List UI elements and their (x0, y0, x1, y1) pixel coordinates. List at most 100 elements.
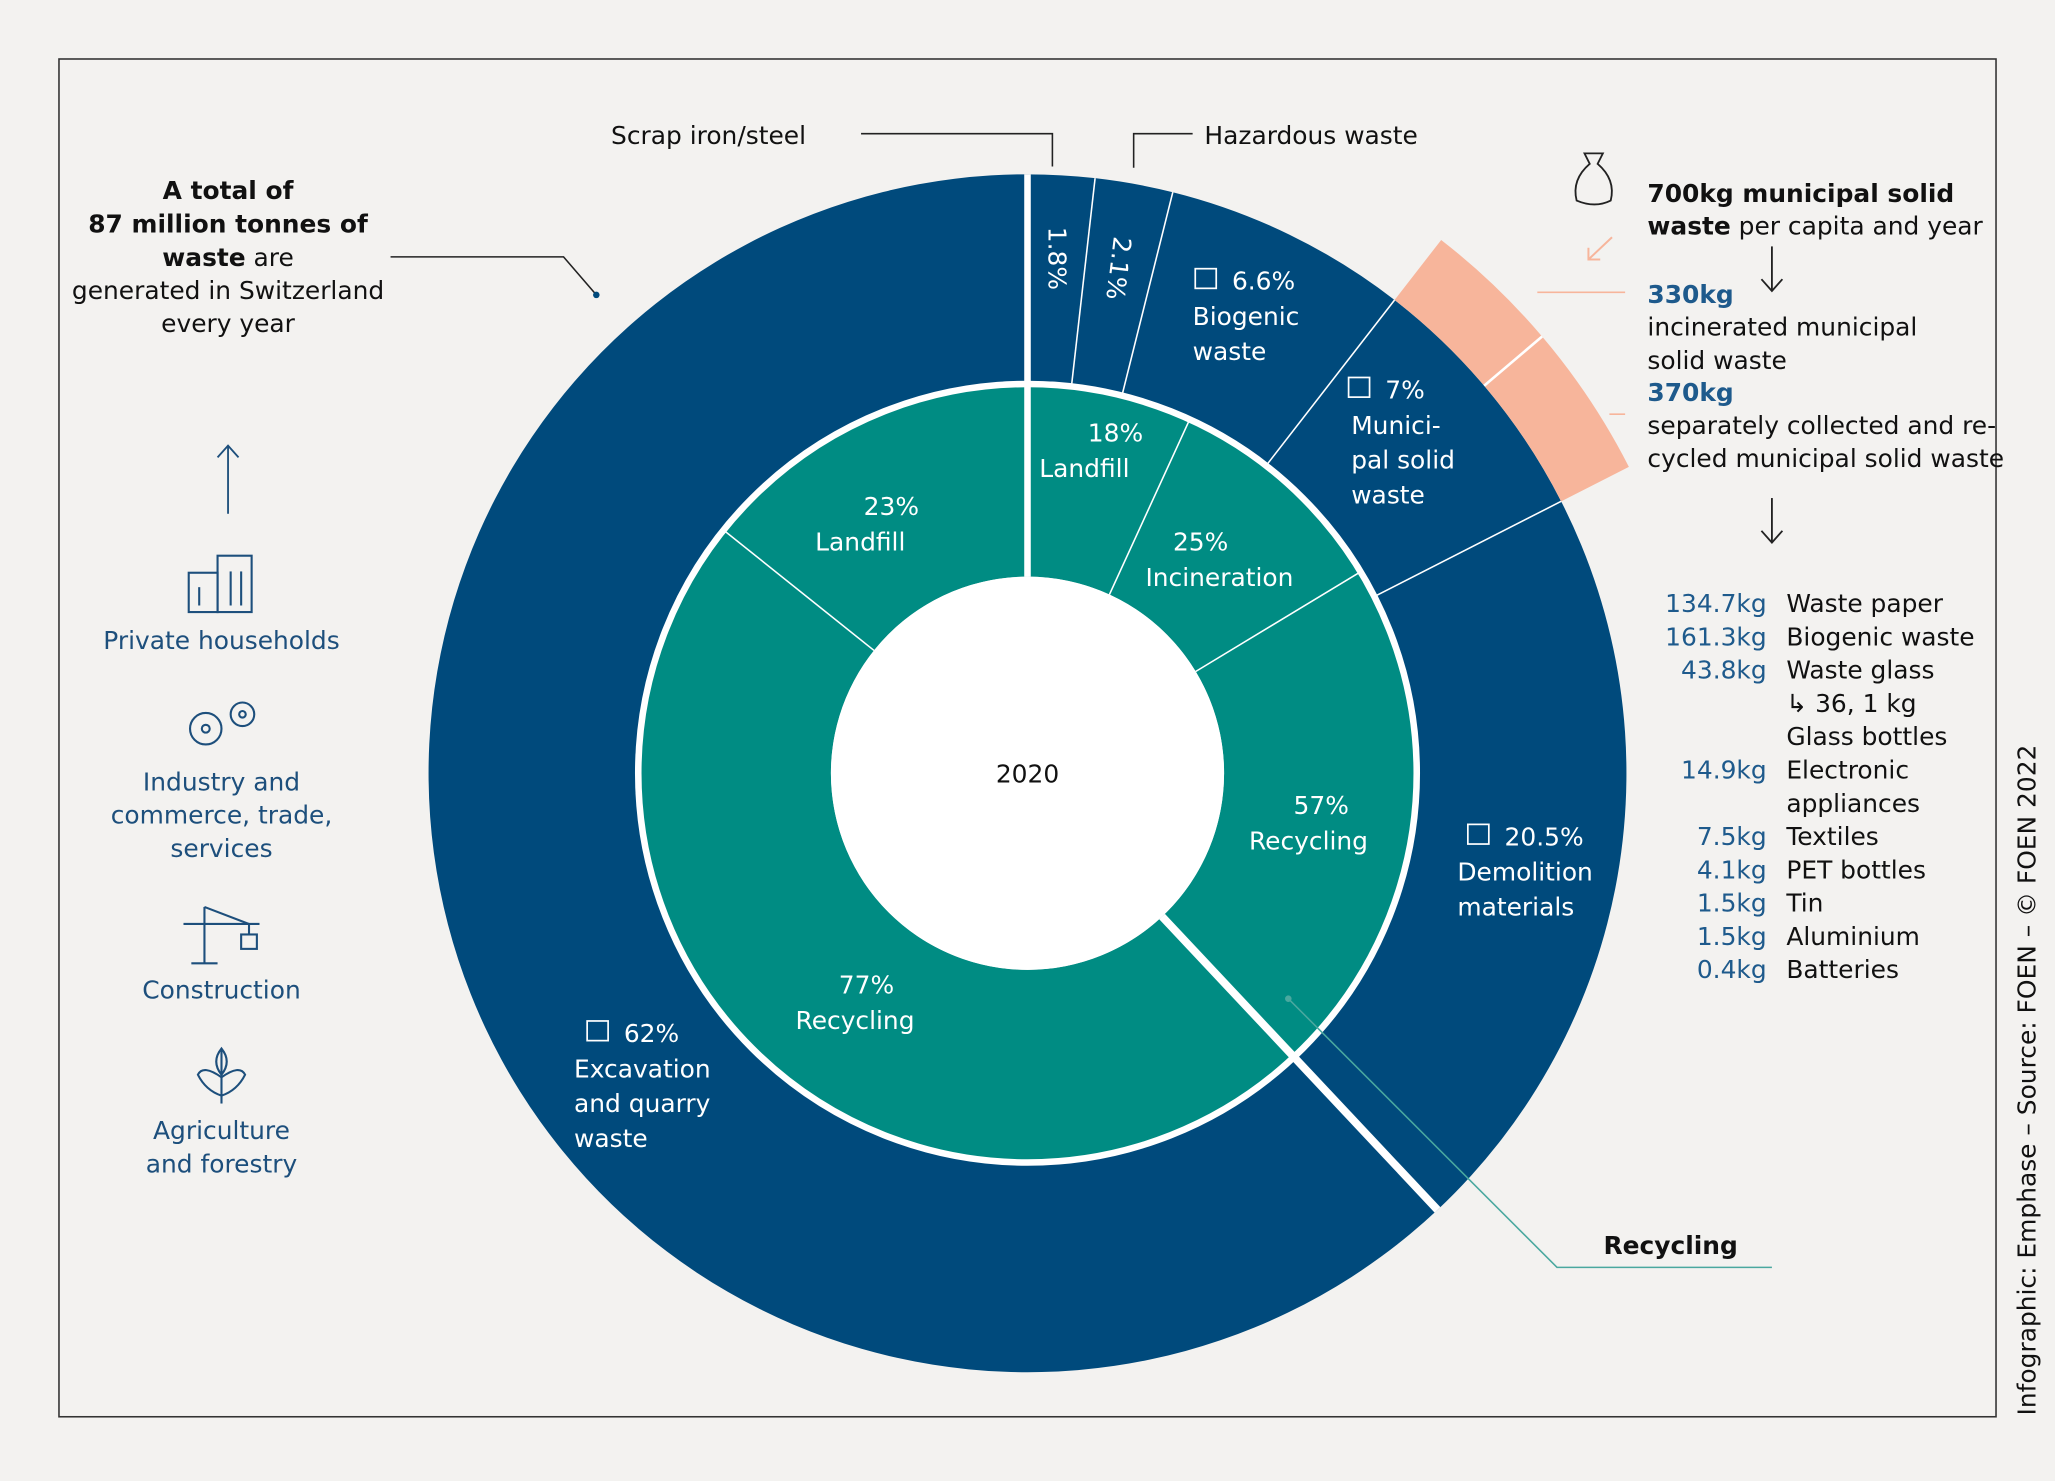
breakdown-label: Waste glass (1786, 656, 1934, 685)
separator (1265, 299, 1396, 467)
segment-label: Landfill (1039, 454, 1129, 483)
separator (1483, 335, 1543, 387)
value-label: 57% (1294, 791, 1349, 820)
breakdown-amount: 4.1kg (1697, 855, 1767, 884)
source-label: Industry and (143, 767, 300, 796)
breakdown-label: Biogenic waste (1786, 622, 1974, 651)
breakdown-label: appliances (1786, 789, 1920, 818)
source-label: and forestry (146, 1149, 297, 1178)
segment-label: waste (574, 1124, 648, 1153)
value-label: 23% (864, 492, 919, 521)
segment-icon (586, 1020, 609, 1042)
separator (1108, 419, 1191, 595)
separator (723, 529, 875, 652)
breakdown-label: Glass bottles (1786, 722, 1947, 751)
segment-icon (1467, 823, 1490, 845)
breakdown-label: Tin (1785, 889, 1823, 918)
total-bold: waste (162, 243, 245, 272)
value-label: 20.5% (1505, 822, 1584, 851)
msw-amount: 330kg (1647, 280, 1733, 309)
breakdown-amount: 1.5kg (1697, 889, 1767, 918)
total-text: every year (161, 309, 296, 338)
segment-label: Excavation (574, 1054, 711, 1083)
separator (1121, 192, 1174, 396)
breakdown-label: Waste paper (1786, 589, 1943, 618)
segment-label: pal solid (1351, 446, 1455, 475)
value-label: 7% (1385, 375, 1425, 404)
breakdown-label: Aluminium (1786, 922, 1920, 951)
value-label: 6.6% (1232, 267, 1295, 296)
source-label: Agriculture (153, 1116, 290, 1145)
inner-segment (1027, 384, 1190, 595)
bag-icon (1574, 152, 1613, 206)
leader-dot (1285, 995, 1292, 1002)
segment-label: Landfill (815, 527, 905, 556)
source-label: Private households (103, 626, 339, 655)
breakdown-label: ↳ 36, 1 kg (1786, 689, 1916, 718)
total-text: A total of (163, 176, 295, 205)
arrow-head (1587, 247, 1601, 261)
breakdown-label: Electronic (1786, 756, 1909, 785)
outer-segment (1293, 501, 1627, 1210)
msw-amount: 370kg (1647, 378, 1733, 407)
rings (428, 174, 1629, 1373)
total-regular: are (254, 243, 294, 272)
breakdown-label: Batteries (1786, 955, 1899, 984)
msw-label: solid waste (1647, 346, 1786, 375)
separator (1195, 571, 1361, 673)
inner-segment (638, 530, 1294, 1163)
total-text: generated in Switzerland (72, 276, 384, 305)
value-label: 62% (624, 1019, 679, 1048)
leader-lines (216, 132, 1784, 1269)
separator (1373, 500, 1562, 598)
segment-label: Hazardous waste (1204, 121, 1417, 150)
arrow-head (216, 444, 240, 459)
crane-icon (183, 905, 260, 965)
outer-segment (1266, 300, 1562, 597)
outer-segment (1027, 174, 1096, 387)
msw-label: cycled municipal solid waste (1647, 444, 2004, 473)
inner-segment (1162, 571, 1417, 1058)
total-text: 87 million tonnes of (88, 210, 369, 239)
leader (390, 256, 597, 296)
separator (1159, 913, 1441, 1213)
outer-segment (1121, 192, 1395, 466)
segment-label: Scrap iron/steel (611, 121, 806, 150)
leader-dot (593, 291, 600, 299)
segment-label: Munici- (1351, 411, 1441, 440)
breakdown-label: Textiles (1785, 822, 1878, 851)
breakdown-amount: 1.5kg (1697, 922, 1767, 951)
segment-label: waste (1193, 337, 1267, 366)
frame (58, 58, 1997, 1418)
buildings-icon (187, 554, 253, 614)
msw-label: incinerated municipal (1647, 313, 1917, 342)
segment-label: Incineration (1145, 563, 1293, 592)
breakdown-amount: 0.4kg (1697, 955, 1767, 984)
breakdown-label: PET bottles (1786, 855, 1926, 884)
source-label: commerce, trade, (111, 801, 333, 830)
breakdown-amount: 14.9kg (1681, 756, 1767, 785)
outer-segment (428, 174, 1438, 1373)
recycling-leader (1287, 998, 1772, 1269)
segment-label: Biogenic (1193, 302, 1300, 331)
value-label: 18% (1088, 419, 1143, 448)
msw-title: 700kg municipal solid (1647, 179, 1954, 208)
separator (1070, 178, 1096, 387)
inner-segment (1109, 419, 1361, 672)
breakdown-amount: 161.3kg (1665, 622, 1766, 651)
source-label: Construction (142, 976, 300, 1005)
center-hole (830, 576, 1225, 970)
breakdown-amount: 134.7kg (1665, 589, 1766, 618)
segment-icon (1194, 267, 1218, 290)
arrow-head (1760, 278, 1784, 293)
inner-segment (723, 384, 1028, 651)
center-label: 2020 (996, 759, 1059, 788)
segment-label: and quarry (574, 1089, 710, 1118)
leader (861, 132, 1054, 167)
msw-label: separately collected and re- (1647, 411, 1996, 440)
municipal-segment (1484, 336, 1629, 502)
segment-icon (1347, 376, 1371, 398)
leader (1132, 132, 1193, 168)
credit: Infographic: Emphase – Source: FOEN – © … (2012, 745, 2041, 1416)
